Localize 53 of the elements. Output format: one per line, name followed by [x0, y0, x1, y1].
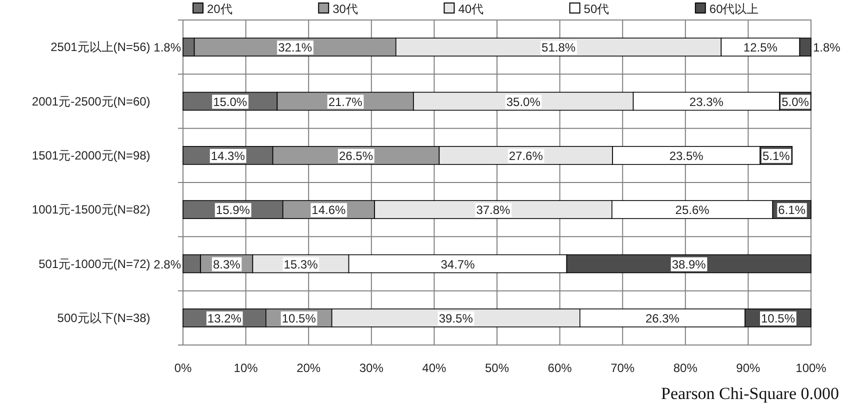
- data-label: 1.8%: [154, 40, 182, 55]
- data-label: 37.8%: [476, 203, 511, 218]
- y-tick-label: 501元-1000元(N=72): [38, 256, 150, 271]
- x-tick-label: 30%: [359, 361, 384, 375]
- data-label: 6.1%: [778, 203, 806, 218]
- x-tick-label: 10%: [234, 361, 258, 375]
- x-tick-label: 90%: [736, 361, 761, 375]
- data-label: 27.6%: [508, 148, 544, 163]
- data-label: 15.0%: [213, 94, 248, 109]
- legend-label: 60代以上: [709, 2, 759, 16]
- data-label: 51.8%: [542, 40, 576, 55]
- data-label: 39.5%: [438, 311, 474, 326]
- data-label: 15.9%: [216, 203, 250, 218]
- data-label: 23.3%: [689, 94, 724, 109]
- data-label: 26.3%: [645, 311, 680, 326]
- x-tick-label: 20%: [296, 361, 321, 375]
- data-label: 2.8%: [154, 257, 182, 272]
- data-label: 5.0%: [782, 94, 810, 109]
- data-label: 14.3%: [210, 148, 246, 163]
- data-label: 15.3%: [284, 257, 318, 272]
- text: Pearson Chi-Square 0.000: [660, 384, 839, 403]
- x-tick-label: 0%: [174, 361, 192, 375]
- data-label: 34.7%: [440, 257, 476, 272]
- data-label: 26.5%: [339, 148, 374, 163]
- data-label: 13.2%: [207, 311, 242, 326]
- data-label: 14.6%: [312, 203, 346, 218]
- x-tick-label: 100%: [796, 361, 827, 375]
- x-tick-label: 60%: [548, 361, 572, 375]
- data-label: 10.5%: [282, 311, 316, 326]
- data-label: 1.8%: [813, 40, 841, 55]
- legend-label: 30代: [332, 2, 358, 16]
- data-label: 5.1%: [762, 148, 790, 163]
- y-tick-label: 2501元以上(N=56): [50, 40, 150, 54]
- x-tick-label: 70%: [610, 361, 635, 375]
- data-label: 12.5%: [743, 40, 778, 55]
- data-label: 35.0%: [506, 94, 541, 109]
- x-tick-label: 50%: [484, 361, 510, 375]
- data-label: 25.6%: [675, 203, 710, 218]
- data-label: 32.1%: [278, 40, 312, 55]
- x-tick-label: 80%: [673, 361, 698, 375]
- legend-label: 20代: [207, 2, 232, 16]
- y-tick-label: 1001元-1500元(N=82): [32, 202, 150, 217]
- data-label: 10.5%: [761, 311, 796, 326]
- data-label: 8.3%: [212, 257, 241, 272]
- legend-label: 50代: [584, 2, 610, 16]
- x-tick-label: 40%: [422, 361, 447, 375]
- y-tick-label: 500元以下(N=38): [57, 310, 150, 325]
- data-label: 38.9%: [672, 257, 706, 272]
- data-label: 23.5%: [669, 148, 704, 163]
- y-tick-label: 1501元-2000元(N=98): [32, 148, 150, 162]
- legend-label: 40代: [458, 2, 484, 16]
- y-tick-label: 2001元-2500元(N=60): [32, 94, 150, 108]
- data-label: 21.7%: [328, 94, 363, 109]
